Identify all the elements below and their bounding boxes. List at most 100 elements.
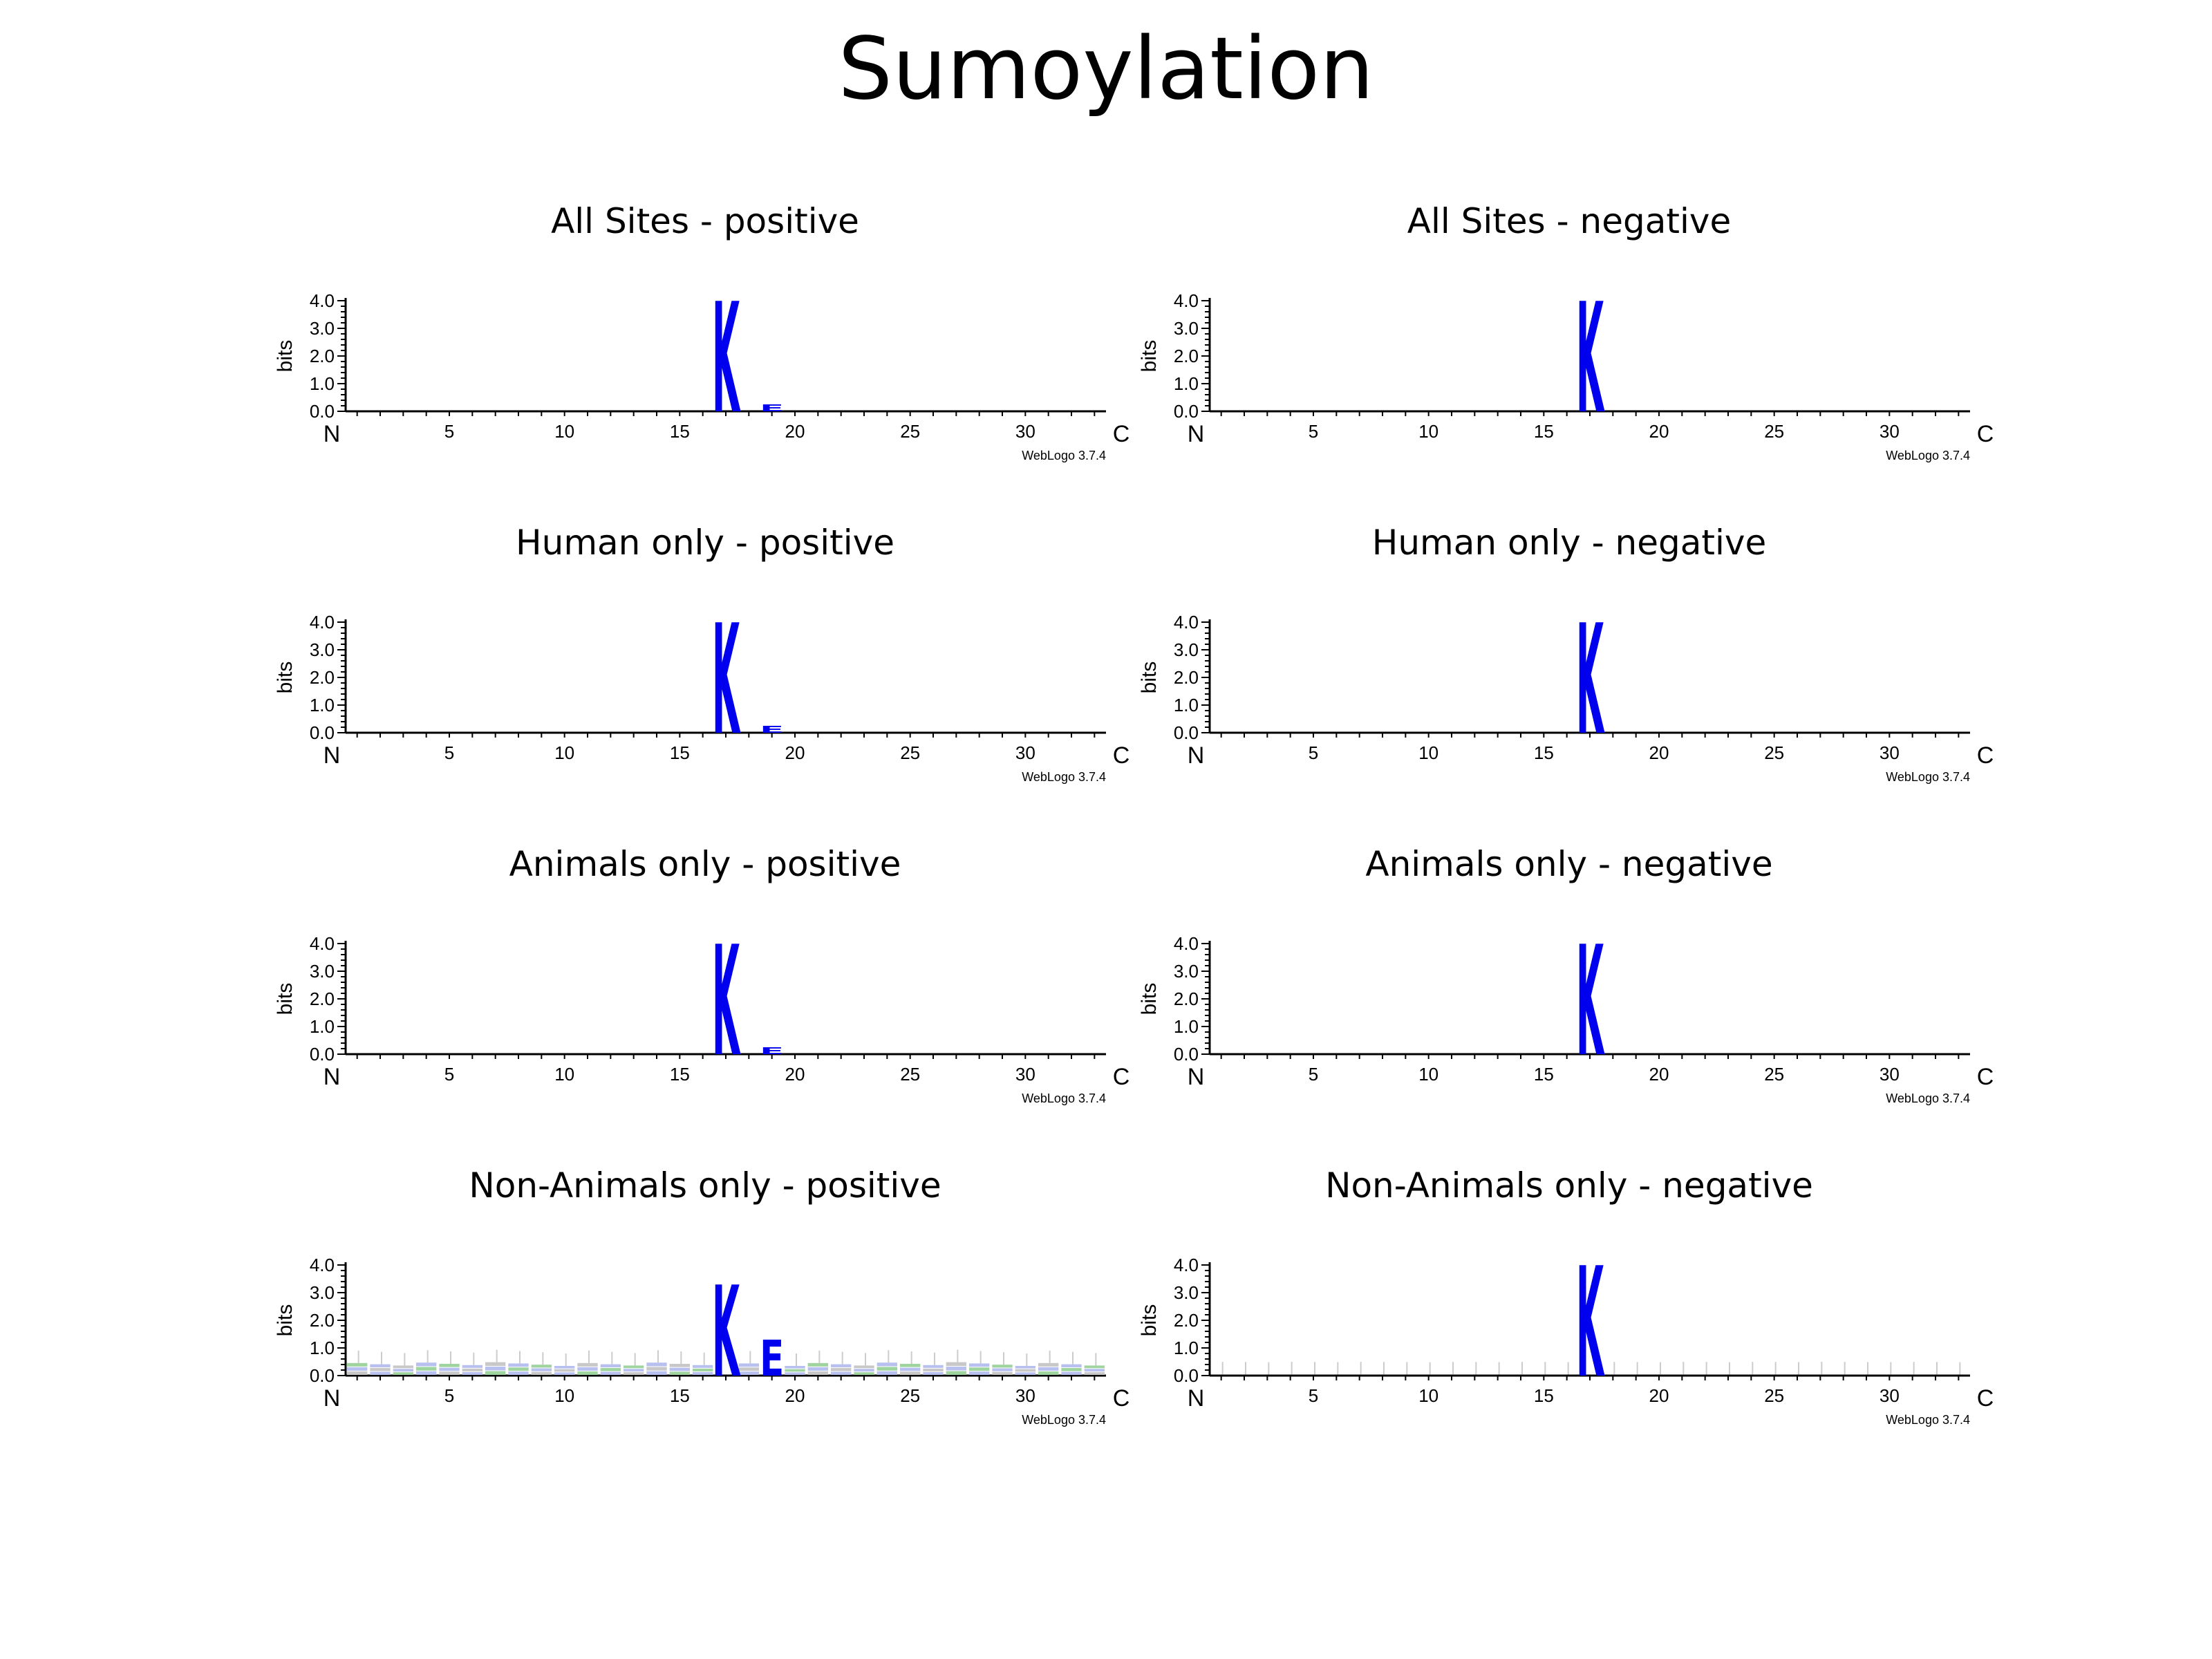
background-residue-mark: [485, 1362, 506, 1367]
y-axis-label: bits: [1138, 983, 1161, 1015]
c-terminus-label: C: [1977, 1064, 1994, 1090]
y-tick-label: 4.0: [310, 290, 335, 311]
panel-title: Human only - positive: [516, 523, 894, 563]
background-residue-mark: [831, 1368, 852, 1371]
x-tick-label: 10: [1418, 1064, 1438, 1085]
background-residue-mark: [969, 1367, 990, 1371]
x-tick-label: 15: [670, 1385, 690, 1406]
background-residue-mark: [785, 1366, 805, 1369]
residue-letter-e: E: [760, 402, 784, 413]
background-residue-mark: [693, 1371, 713, 1375]
c-terminus-label: C: [1977, 742, 1994, 769]
background-residue-mark: [877, 1371, 897, 1375]
background-residue-mark: [393, 1372, 413, 1375]
background-residue-mark: [877, 1362, 897, 1367]
y-tick-label: 0.0: [310, 722, 335, 743]
background-residue-mark: [992, 1371, 1013, 1375]
background-residue-mark: [462, 1368, 482, 1371]
weblogo-watermark: WebLogo 3.7.4: [1022, 1413, 1106, 1427]
background-residue-mark: [577, 1371, 598, 1375]
weblogo-watermark: WebLogo 3.7.4: [1022, 1091, 1106, 1105]
background-residue-mark: [738, 1363, 759, 1367]
y-tick-label: 4.0: [1174, 933, 1199, 954]
x-tick-label: 25: [900, 1385, 920, 1406]
residue-letter-e: E: [760, 1330, 784, 1388]
background-residue-mark: [877, 1367, 897, 1371]
background-residue-mark: [1015, 1366, 1035, 1369]
y-tick-label: 3.0: [1174, 639, 1199, 660]
panel-title: All Sites - negative: [1407, 201, 1732, 241]
x-tick-label: 30: [1015, 421, 1035, 442]
background-residue-mark: [393, 1365, 413, 1369]
background-residue-mark: [347, 1367, 368, 1371]
background-residue-mark: [1061, 1364, 1082, 1368]
background-residue-mark: [1084, 1365, 1105, 1369]
y-tick-label: 2.0: [1174, 667, 1199, 688]
background-residue-mark: [554, 1366, 575, 1369]
y-tick-label: 1.0: [310, 1016, 335, 1037]
weblogo-watermark: WebLogo 3.7.4: [1886, 1091, 1970, 1105]
y-tick-label: 2.0: [310, 1310, 335, 1331]
panel-title: Animals only - negative: [1365, 844, 1773, 884]
background-residue-mark: [600, 1371, 621, 1375]
x-tick-label: 15: [1534, 1385, 1554, 1406]
background-residue-mark: [393, 1369, 413, 1372]
background-residue-mark: [669, 1371, 690, 1375]
y-tick-label: 4.0: [310, 933, 335, 954]
logo-panel: Human only - negative 0.0 1.0 2.0 3.0 4.0 bits…: [1138, 518, 2122, 795]
logo-plot: 0.0 1.0 2.0 3.0 4.0 bits 5 10 15 20 25 30 N C WebLogo …: [274, 592, 1130, 784]
background-residue-mark: [854, 1372, 874, 1375]
background-residue-mark: [554, 1372, 575, 1375]
background-residue-mark: [508, 1371, 529, 1375]
residue-letter-k: K: [1576, 1235, 1605, 1412]
x-tick-label: 25: [1764, 421, 1784, 442]
x-tick-label: 10: [554, 742, 574, 763]
weblogo-watermark: WebLogo 3.7.4: [1886, 770, 1970, 784]
x-tick-label: 5: [1309, 742, 1318, 763]
background-residue-mark: [738, 1367, 759, 1371]
x-tick-label: 20: [785, 742, 805, 763]
y-tick-label: 1.0: [1174, 1016, 1199, 1037]
background-residue-mark: [1084, 1372, 1105, 1375]
y-tick-label: 0.0: [1174, 1365, 1199, 1386]
background-residue-mark: [646, 1371, 667, 1375]
background-residue-mark: [831, 1364, 852, 1368]
x-tick-label: 10: [1418, 421, 1438, 442]
background-residue-mark: [347, 1371, 368, 1375]
y-tick-label: 0.0: [310, 401, 335, 422]
logo-panel: All Sites - negative 0.0 1.0 2.0 3.0 4.0 bits 5…: [1138, 197, 2122, 474]
y-tick-label: 0.0: [310, 1044, 335, 1065]
n-terminus-label: N: [1188, 421, 1205, 447]
x-tick-label: 10: [554, 1064, 574, 1085]
x-tick-label: 20: [1649, 1385, 1669, 1406]
x-tick-label: 30: [1015, 742, 1035, 763]
x-tick-label: 30: [1880, 421, 1900, 442]
panel-title: Animals only - positive: [509, 844, 901, 884]
x-tick-label: 25: [900, 421, 920, 442]
background-residue-mark: [347, 1362, 368, 1367]
background-residue-mark: [946, 1362, 966, 1367]
logo-plot: 0.0 1.0 2.0 3.0 4.0 bits 5 10 15 20 25 30 N C WebLogo …: [274, 1255, 1130, 1427]
y-tick-label: 3.0: [1174, 318, 1199, 339]
background-residue-mark: [624, 1369, 644, 1372]
x-tick-label: 30: [1880, 1385, 1900, 1406]
background-residue-mark: [600, 1364, 621, 1368]
residue-letter-k: K: [712, 592, 741, 769]
x-tick-label: 15: [670, 1064, 690, 1085]
background-residue-mark: [462, 1371, 482, 1375]
background-residue-mark: [646, 1362, 667, 1367]
background-residue-mark: [416, 1371, 437, 1375]
residue-letter-k: K: [712, 270, 741, 447]
background-residue-mark: [1015, 1369, 1035, 1372]
residue-letter-k: K: [1576, 592, 1605, 769]
x-tick-label: 25: [1764, 742, 1784, 763]
weblogo-watermark: WebLogo 3.7.4: [1886, 449, 1970, 462]
logo-plot: 0.0 1.0 2.0 3.0 4.0 bits 5 10 15 20 25 30 N C WebLogo …: [274, 270, 1130, 462]
background-residue-mark: [1015, 1372, 1035, 1375]
background-residue-mark: [807, 1367, 828, 1371]
background-residue-mark: [900, 1371, 921, 1375]
background-residue-mark: [624, 1365, 644, 1369]
y-tick-label: 3.0: [310, 1282, 335, 1303]
background-residue-mark: [923, 1371, 944, 1375]
n-terminus-label: N: [324, 742, 341, 769]
